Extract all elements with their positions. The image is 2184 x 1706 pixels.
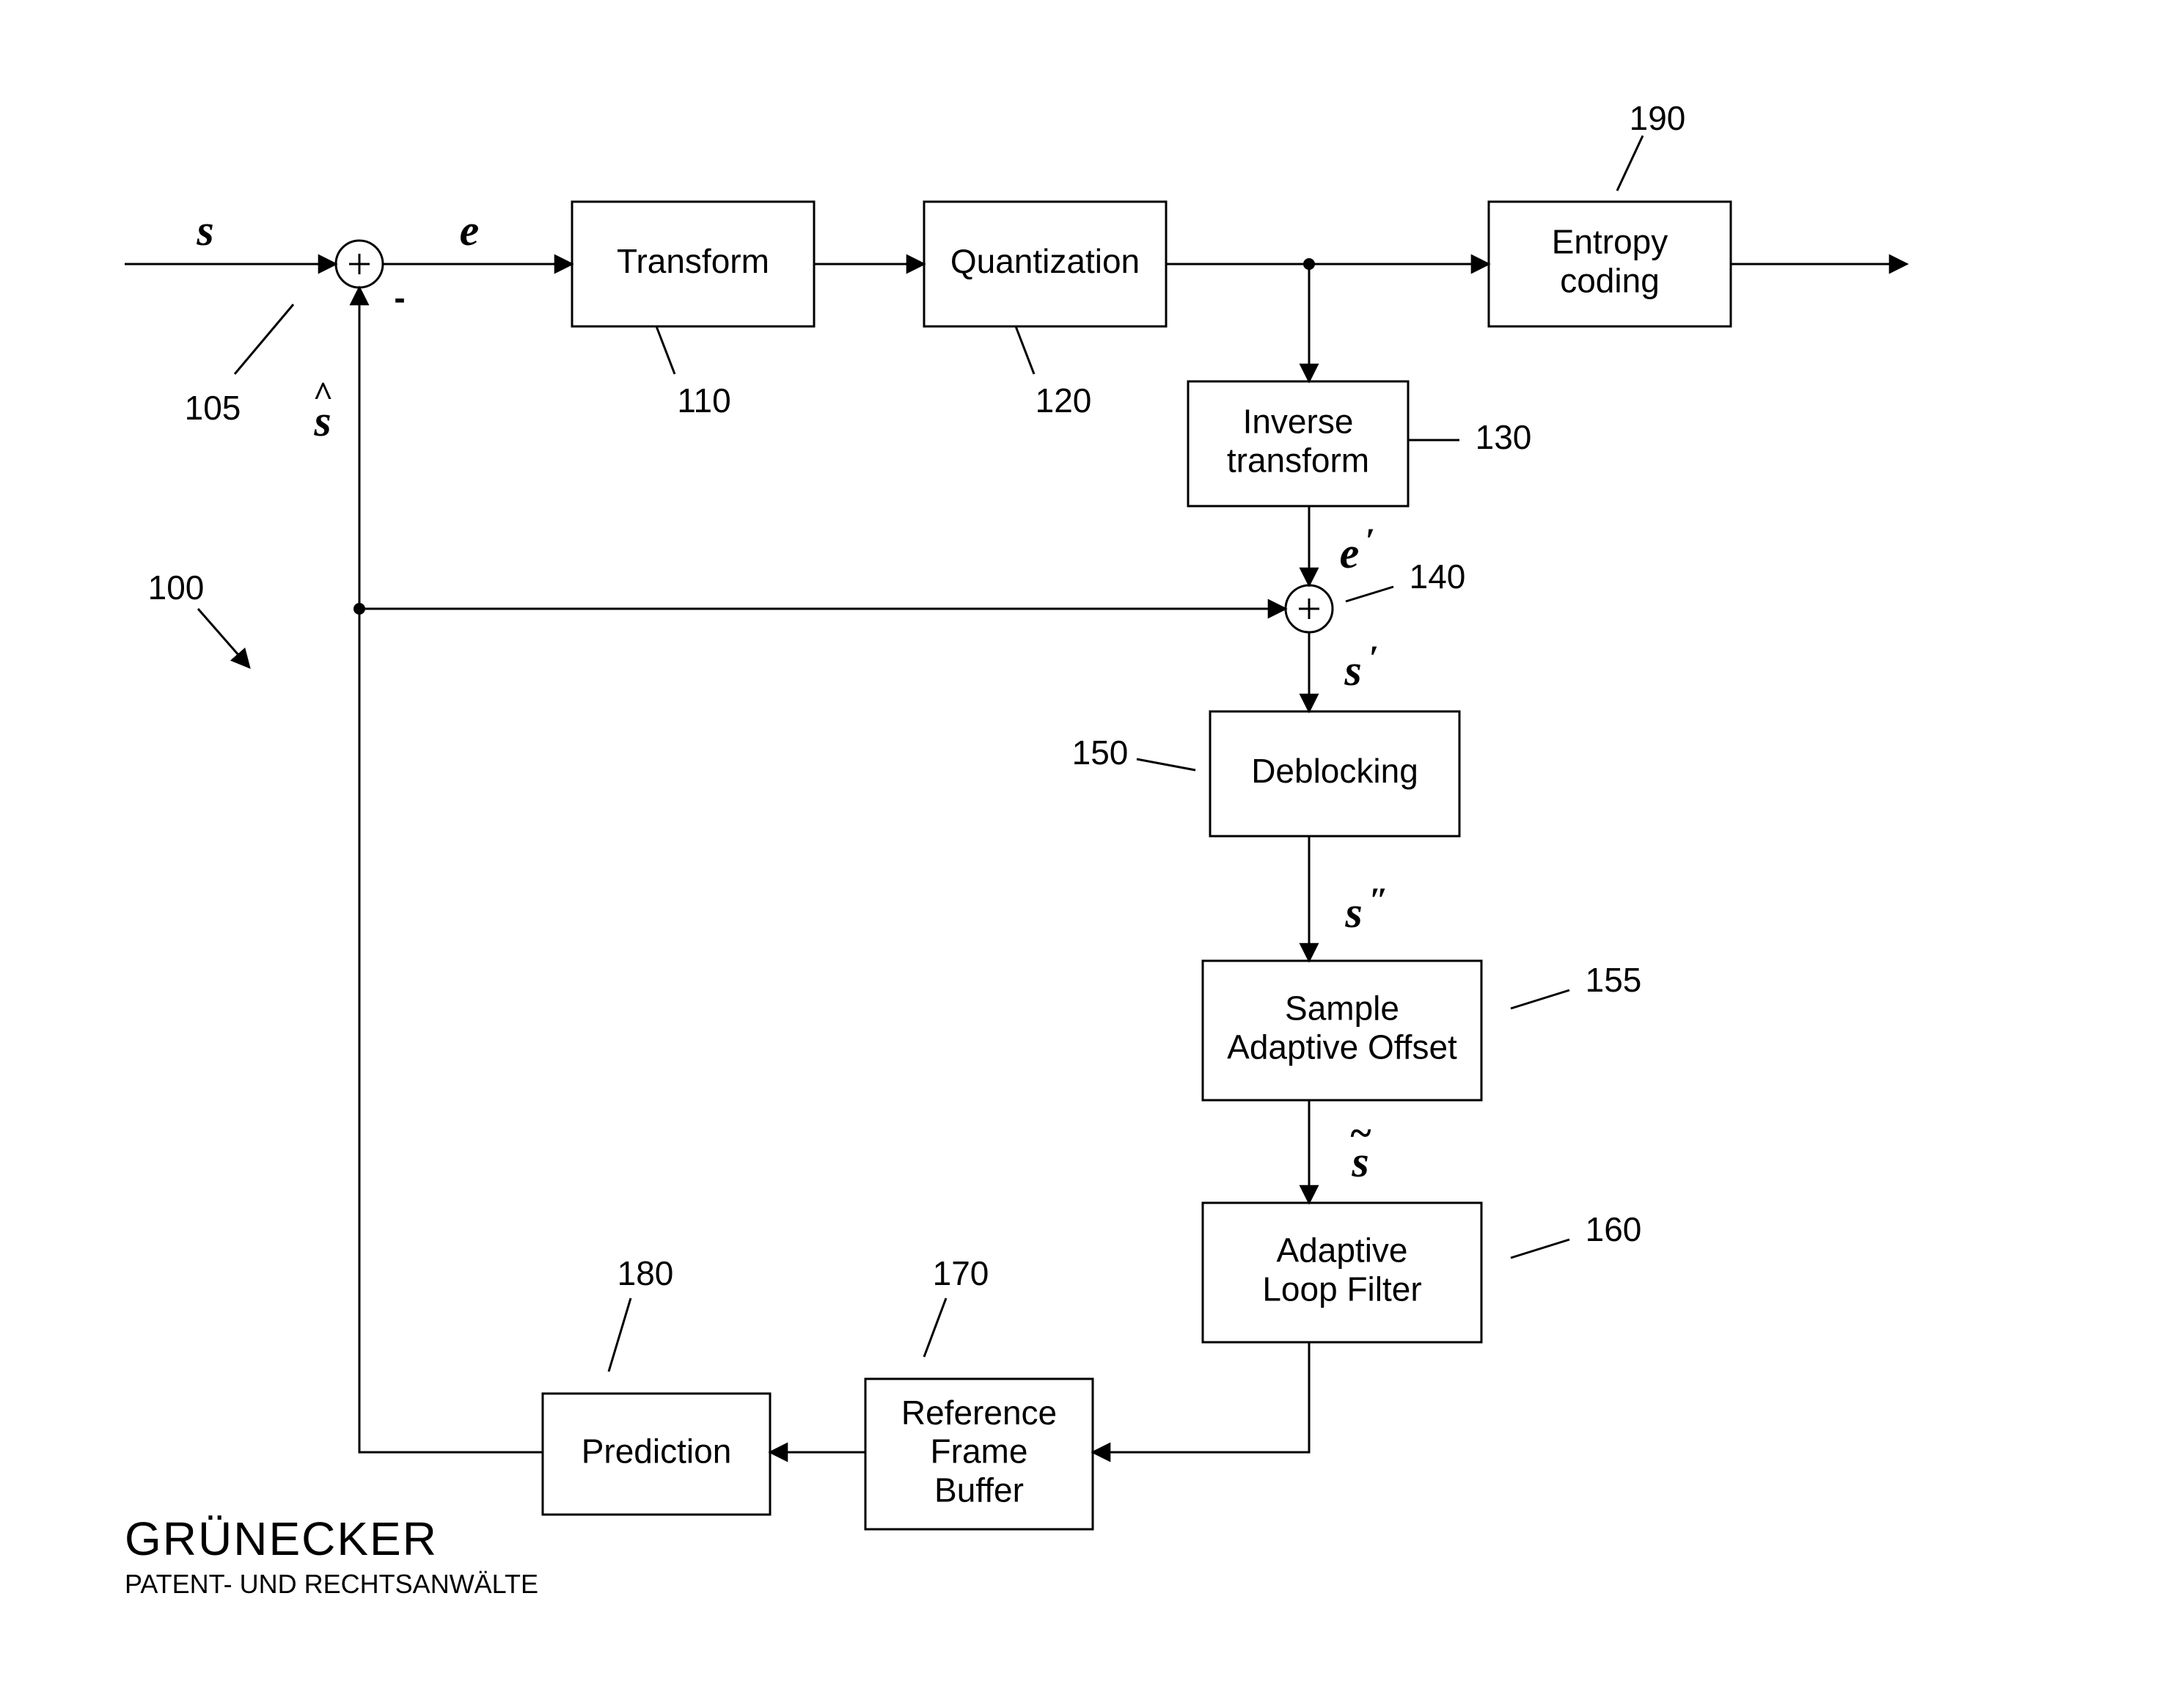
junction-dot <box>353 603 365 615</box>
refnum-105: 105 <box>185 304 293 427</box>
refnum-190: 190 <box>1617 99 1685 191</box>
signal-label: s~ <box>1349 1110 1372 1185</box>
signal-label: s″ <box>1344 881 1388 937</box>
block-prediction: Prediction <box>543 1394 770 1515</box>
svg-text:105: 105 <box>185 389 241 427</box>
svg-text:180: 180 <box>618 1254 674 1292</box>
footer-brand: GRÜNECKER <box>125 1512 438 1565</box>
refnum-160: 160 <box>1511 1210 1641 1258</box>
svg-text:170: 170 <box>933 1254 989 1292</box>
svg-text:′: ′ <box>1365 521 1375 560</box>
block-label: Transform <box>617 242 769 280</box>
block-sao: SampleAdaptive Offset <box>1203 961 1481 1100</box>
signal-label: s′ <box>1344 639 1378 695</box>
block-refbuf: ReferenceFrameBuffer <box>865 1379 1093 1529</box>
signal-label: s <box>196 206 213 255</box>
block-label: Entropy <box>1552 223 1668 261</box>
refnum-170: 170 <box>924 1254 989 1357</box>
block-alf: AdaptiveLoop Filter <box>1203 1203 1481 1342</box>
refnum-100: 100 <box>148 568 249 667</box>
block-label: Loop Filter <box>1262 1270 1421 1308</box>
svg-text:190: 190 <box>1630 99 1686 137</box>
refnum-155: 155 <box>1511 961 1641 1008</box>
signal-label: s^ <box>312 375 332 445</box>
svg-text:s: s <box>196 206 213 255</box>
block-label: Buffer <box>934 1471 1024 1509</box>
adder-a105 <box>336 241 383 288</box>
svg-text:160: 160 <box>1586 1210 1642 1248</box>
signal-label: e <box>460 206 480 255</box>
block-label: Adaptive <box>1276 1231 1407 1270</box>
block-label: transform <box>1227 442 1369 480</box>
refnum-180: 180 <box>609 1254 673 1372</box>
refnum-130: 130 <box>1408 418 1531 456</box>
svg-text:″: ″ <box>1369 881 1389 920</box>
svg-text:150: 150 <box>1072 733 1129 772</box>
block-label: Deblocking <box>1251 752 1418 790</box>
block-transform: Transform <box>572 202 814 326</box>
refnum-150: 150 <box>1072 733 1195 772</box>
svg-text:100: 100 <box>148 568 205 607</box>
edge <box>1093 1342 1309 1452</box>
svg-text:^: ^ <box>312 375 332 414</box>
svg-text:e: e <box>460 206 480 255</box>
refnum-110: 110 <box>656 326 731 420</box>
svg-text:120: 120 <box>1036 381 1092 420</box>
svg-text:155: 155 <box>1586 961 1642 999</box>
block-label: Adaptive Offset <box>1227 1028 1457 1066</box>
svg-text:s: s <box>1344 888 1362 937</box>
signal-label: e′ <box>1340 521 1375 577</box>
svg-text:e: e <box>1340 529 1360 577</box>
block-label: Quantization <box>950 242 1140 280</box>
footer-sub: PATENT- UND RECHTSANWÄLTE <box>125 1569 538 1599</box>
adder-a140 <box>1286 585 1333 632</box>
block-inverse: Inversetransform <box>1188 381 1408 506</box>
svg-text:s: s <box>1344 646 1361 695</box>
svg-text:140: 140 <box>1410 557 1466 596</box>
edge <box>359 288 543 1452</box>
encoder-block-diagram: Transform Quantization Entropycoding Invers… <box>0 0 2184 1706</box>
refnum-140: 140 <box>1346 557 1465 601</box>
block-quantization: Quantization <box>924 202 1166 326</box>
svg-text:130: 130 <box>1476 418 1532 456</box>
block-deblocking: Deblocking <box>1210 711 1459 836</box>
junction-dot <box>1303 258 1315 270</box>
block-entropy: Entropycoding <box>1489 202 1731 326</box>
block-label: Inverse <box>1243 403 1354 441</box>
block-label: Prediction <box>582 1432 732 1471</box>
block-label: coding <box>1560 262 1660 300</box>
minus-sign: - <box>394 279 405 317</box>
block-label: Reference <box>901 1394 1057 1432</box>
svg-text:110: 110 <box>677 381 730 420</box>
block-label: Frame <box>931 1432 1028 1471</box>
svg-text:~: ~ <box>1349 1110 1372 1154</box>
svg-text:′: ′ <box>1368 639 1379 678</box>
block-label: Sample <box>1285 989 1399 1028</box>
refnum-120: 120 <box>1016 326 1091 420</box>
